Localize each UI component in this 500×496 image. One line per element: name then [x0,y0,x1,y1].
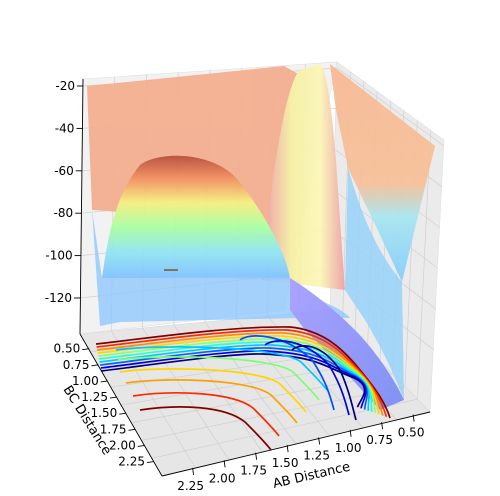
ab-tick-mark [223,460,226,468]
ab-tick-label: 1.50 [272,456,299,470]
bc-tick-label: 0.50 [54,342,81,356]
bc-tick-label: 2.00 [109,438,136,452]
ab-tick-label: 1.25 [303,448,330,462]
contour-line [125,379,298,424]
contour-line [97,332,384,416]
surface-right-wall-lower [345,168,404,400]
z-tick-label: -40 [55,121,75,135]
contour-line [291,345,357,421]
ab-tick-mark [412,414,415,422]
floor-contours [95,326,391,451]
bc-tick-mark [91,364,99,367]
contour-line [95,326,391,419]
contour-line [96,329,388,418]
axis-lines [79,78,431,477]
ab-tick-mark [318,437,321,445]
bc-tick-mark [82,348,90,351]
ab-tick-label: 1.00 [335,441,362,455]
z-tick-label: -100 [45,249,72,263]
bc-tick-label: 0.75 [63,358,90,372]
ab-tick-label: 0.50 [398,426,425,440]
ab-tick-mark [381,422,384,430]
contour-line [119,368,307,413]
contour-line [97,335,381,415]
ab-tick-mark [192,467,195,476]
ab-tick-label: 2.25 [177,479,204,493]
ab-tick-mark [255,452,258,460]
z-tick-label: -20 [55,79,75,93]
contour-line [139,406,272,451]
ab-tick-label: 2.00 [209,471,236,485]
bc-tick-mark [128,428,136,431]
contour-line [132,392,280,437]
bc-tick-mark [137,444,145,447]
bc-tick-label: 1.75 [100,422,127,436]
surface-plateau-right [330,64,435,282]
contour-line [101,353,366,408]
bc-tick-mark [119,412,127,415]
surface-ridge [262,64,345,290]
contour-line [264,340,350,416]
ab-tick-label: 1.75 [240,464,267,478]
contour-line [115,346,328,391]
surface-channel [290,278,404,410]
contour-line [239,335,335,411]
z-tick-label: -120 [45,291,72,305]
bc-tick-label: 1.25 [81,390,108,404]
bc-tick-mark [109,396,118,399]
surface-hill [102,155,290,279]
z-tick-label: -80 [54,206,74,220]
contour-line [100,350,367,409]
bc-tick-mark [146,461,155,463]
z-tick-label: -60 [54,164,74,178]
ab-tick-mark [349,429,352,437]
surface [87,64,435,410]
ab-tick-mark [286,445,289,453]
ab-axis-ticks: 2.25 2.00 1.75 1.50 1.25 1.00 0.75 0.50 [177,414,425,493]
z-axis-ticks: -20 -40 -60 -80 -100 -120 [45,79,83,305]
bc-tick-label: 2.25 [118,455,145,469]
contour-line [117,356,320,401]
bc-axis-ticks: 0.50 0.75 1.00 1.25 1.50 1.75 2.00 2.25 [54,342,155,469]
ab-tick-label: 0.75 [366,433,393,447]
bc-tick-label: 1.00 [72,374,99,388]
bc-tick-mark [100,380,108,383]
bc-tick-label: 1.50 [91,406,118,420]
surface-valley [92,210,350,326]
